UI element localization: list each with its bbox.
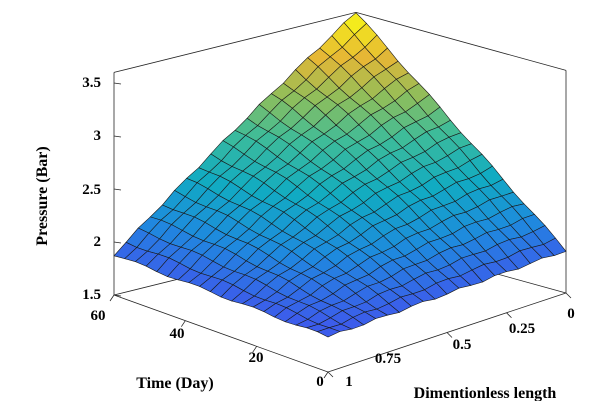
z-tick-labels: 1.5 2 2.5 3 3.5 xyxy=(82,75,101,303)
z-tick xyxy=(113,135,122,138)
z-tick xyxy=(113,241,122,244)
length-tick-label: 0.5 xyxy=(453,337,472,353)
length-axis-label: Dimentionless length xyxy=(414,385,557,401)
surface-cell xyxy=(316,327,341,338)
length-tick-label: 0.25 xyxy=(509,321,535,337)
length-tick xyxy=(446,332,453,338)
z-tick xyxy=(113,82,122,85)
time-tick-label: 40 xyxy=(170,326,185,342)
length-tick-label: 0 xyxy=(567,306,575,322)
time-tick-label: 0 xyxy=(316,374,324,390)
length-tick xyxy=(327,371,334,378)
length-tick xyxy=(565,292,572,299)
z-tick-label: 2 xyxy=(94,234,102,250)
length-tick xyxy=(387,351,393,358)
frame-edge xyxy=(113,294,329,373)
length-tick-label: 0.75 xyxy=(375,351,401,367)
z-tick-label: 3.5 xyxy=(82,75,101,91)
z-axis-label: Pressure (Bar) xyxy=(34,146,51,245)
frame-edge xyxy=(113,12,357,73)
length-tick-labels: 0 0.25 0.5 0.75 1 xyxy=(345,306,575,390)
time-tick xyxy=(252,346,257,353)
z-tick-label: 3 xyxy=(94,128,102,144)
time-tick xyxy=(181,320,186,327)
length-tick xyxy=(506,312,512,319)
time-tick xyxy=(109,294,115,302)
z-tick-label: 1.5 xyxy=(82,287,101,303)
length-tick-label: 1 xyxy=(345,374,353,390)
time-axis-label: Time (Day) xyxy=(136,375,213,392)
tick-marks xyxy=(109,82,572,379)
time-tick-label: 20 xyxy=(249,350,264,366)
surface-plot xyxy=(113,12,567,338)
frame-edge xyxy=(355,12,567,71)
z-tick xyxy=(113,188,122,191)
z-tick-label: 2.5 xyxy=(82,182,101,198)
time-tick-labels: 0 20 40 60 xyxy=(91,308,324,390)
z-tick xyxy=(113,294,122,297)
time-tick-label: 60 xyxy=(91,308,106,324)
time-tick xyxy=(323,371,329,379)
